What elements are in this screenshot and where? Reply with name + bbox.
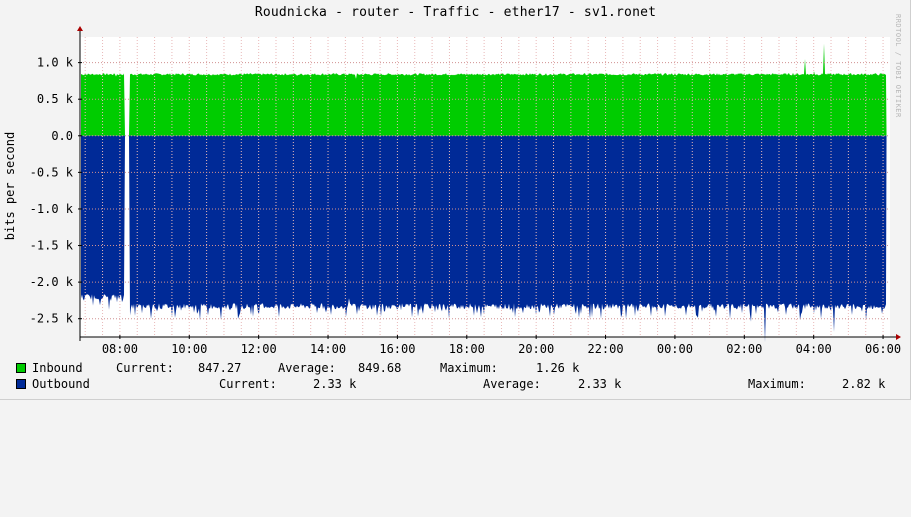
x-tick-label: 10:00 bbox=[171, 342, 207, 356]
y-tick-label: -2.5 k bbox=[30, 312, 74, 326]
y-tick-label: -0.5 k bbox=[30, 165, 74, 179]
legend-inbound: Inbound Current: 847.27 Average: 849.68 … bbox=[16, 361, 579, 375]
traffic-chart: 1.0 k 0.5 k 0.0 -0.5 k -1.0 k -1.5 k -2.0 k -2.… bbox=[30, 26, 901, 356]
x-tick-label: 02:00 bbox=[726, 342, 762, 356]
y-tick-label: 0.5 k bbox=[37, 92, 74, 106]
legend-outbound-maximum-label: Maximum: bbox=[748, 377, 806, 391]
legend-inbound-name: Inbound bbox=[32, 361, 83, 375]
legend-outbound-current: 2.33 k bbox=[313, 377, 357, 391]
legend-inbound-maximum-label: Maximum: bbox=[440, 361, 498, 375]
x-tick-labels: 08:00 10:00 12:00 14:00 16:00 18:00 20:00 22:00… bbox=[102, 342, 901, 356]
legend-inbound-average-label: Average: bbox=[278, 361, 336, 375]
outbound-swatch bbox=[16, 379, 26, 389]
x-tick-label: 18:00 bbox=[449, 342, 485, 356]
y-tick-labels: 1.0 k 0.5 k 0.0 -0.5 k -1.0 k -1.5 k -2.0 k -2.… bbox=[30, 56, 74, 326]
legend-outbound-name: Outbound bbox=[32, 377, 90, 391]
x-tick-label: 16:00 bbox=[379, 342, 415, 356]
legend-inbound-average: 849.68 bbox=[358, 361, 402, 375]
series-area-inbound bbox=[81, 43, 887, 136]
axes bbox=[77, 26, 901, 341]
grid-lines bbox=[80, 37, 890, 337]
y-tick-label: 0.0 bbox=[51, 129, 73, 143]
y-tick-label: 1.0 k bbox=[37, 56, 74, 70]
y-tick-label: -2.0 k bbox=[30, 275, 74, 289]
x-tick-label: 22:00 bbox=[587, 342, 623, 356]
x-tick-label: 12:00 bbox=[241, 342, 277, 356]
legend-outbound: Outbound Current: 2.33 k Average: 2.33 k… bbox=[16, 377, 885, 391]
x-axis-arrow bbox=[896, 334, 901, 340]
x-tick-label: 06:00 bbox=[865, 342, 901, 356]
y-axis-arrow bbox=[77, 26, 83, 31]
y-tick-label: -1.0 k bbox=[30, 202, 74, 216]
legend-outbound-average-label: Average: bbox=[483, 377, 541, 391]
x-tick-label: 04:00 bbox=[796, 342, 832, 356]
legend-outbound-current-label: Current: bbox=[219, 377, 277, 391]
legend-inbound-current: 847.27 bbox=[198, 361, 242, 375]
legend-inbound-current-label: Current: bbox=[116, 361, 174, 375]
x-tick-label: 08:00 bbox=[102, 342, 138, 356]
chart-title: Roudnicka - router - Traffic - ether17 -… bbox=[254, 5, 657, 20]
y-tick-label: -1.5 k bbox=[30, 239, 74, 253]
legend-outbound-average: 2.33 k bbox=[578, 377, 622, 391]
legend-outbound-maximum: 2.82 k bbox=[842, 377, 886, 391]
x-tick-label: 20:00 bbox=[518, 342, 554, 356]
legend-inbound-maximum: 1.26 k bbox=[536, 361, 580, 375]
x-tick-label: 14:00 bbox=[310, 342, 346, 356]
graph-frame: Roudnicka - router - Traffic - ether17 -… bbox=[0, 0, 911, 400]
x-tick-label: 00:00 bbox=[657, 342, 693, 356]
inbound-swatch bbox=[16, 363, 26, 373]
